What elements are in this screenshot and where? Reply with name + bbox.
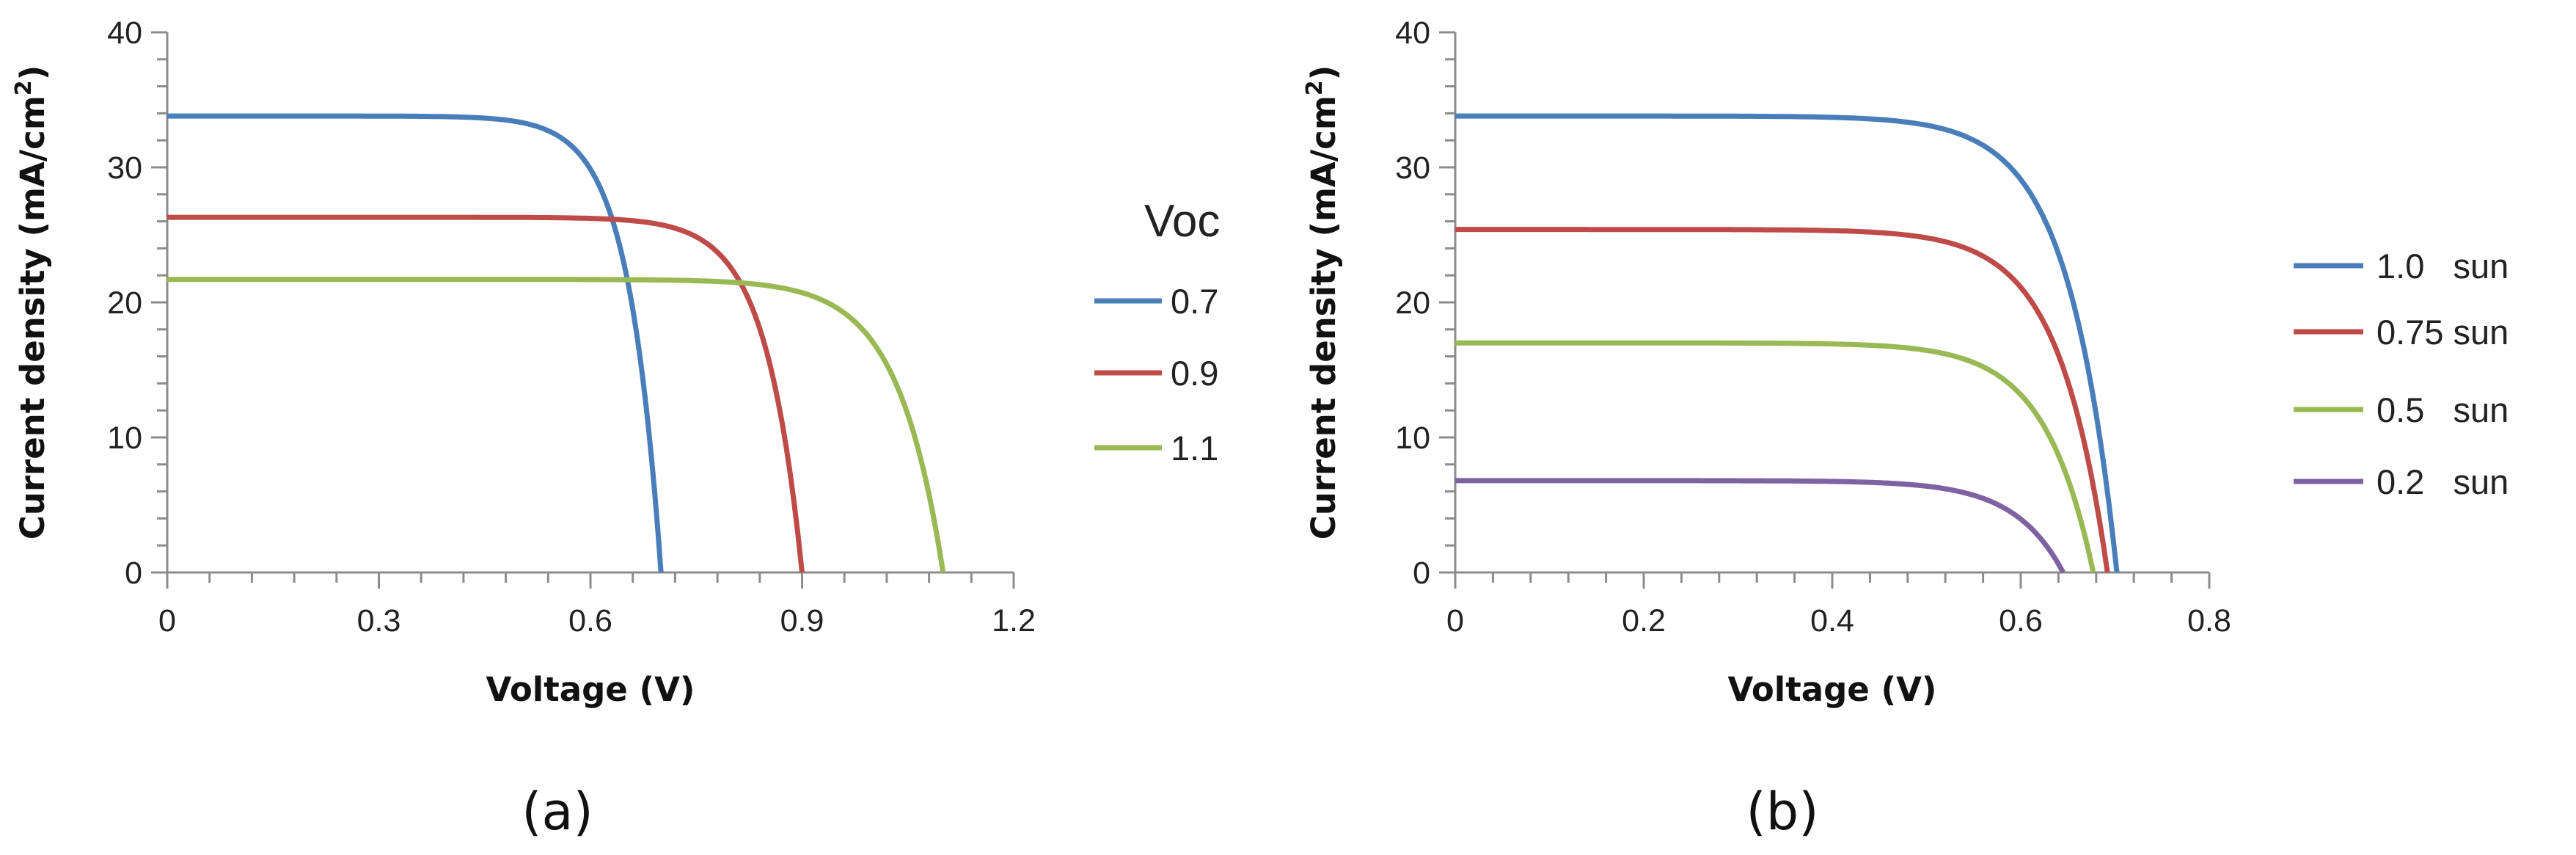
legend-label: 0.9 <box>1171 354 1218 393</box>
y-axis-label-text: Current density (mA/cm <box>13 95 52 539</box>
y-axis-label-close: ) <box>1304 65 1343 81</box>
y-tick-label: 10 <box>107 421 142 456</box>
y-tick-label: 20 <box>107 285 142 321</box>
series-line-0.7 <box>167 113 664 573</box>
y-axis-label-superscript: 2 <box>11 80 37 95</box>
panel-label: (a) <box>522 782 593 842</box>
series-line-1.1 <box>167 277 946 573</box>
series-line-0.75-sun <box>1455 227 2110 573</box>
y-axis-label: Current density (mA/cm2) <box>1302 65 1343 539</box>
y-tick-label: 0 <box>125 556 142 591</box>
x-tick-label: 0.9 <box>780 603 824 638</box>
series-line-0.2-sun <box>1455 478 2065 574</box>
legend-label: 1.1 <box>1171 429 1218 467</box>
chart-b-series <box>1455 113 2120 574</box>
series-line-0.5-sun <box>1455 340 2096 573</box>
legend-label: 1.0 sun <box>2376 247 2509 285</box>
y-tick-label: 30 <box>107 150 142 186</box>
y-tick-label: 40 <box>1395 15 1430 51</box>
chart-a-series <box>167 113 946 573</box>
x-tick-label: 1.2 <box>992 603 1036 638</box>
y-axis-label-close: ) <box>13 65 52 81</box>
x-tick-label: 0.3 <box>357 603 401 638</box>
x-tick-label: 0.6 <box>568 603 612 638</box>
y-tick-label: 40 <box>107 15 142 51</box>
legend-label: 0.7 <box>1171 282 1218 321</box>
x-tick-label: 0 <box>1446 603 1464 638</box>
panel-label: (b) <box>1746 782 1818 842</box>
y-axis-label-text: Current density (mA/cm <box>1304 95 1343 539</box>
y-tick-label: 10 <box>1395 421 1430 456</box>
series-line-0.9 <box>167 214 805 573</box>
chart-b-legend: 1.0 sun 0.75 sun 0.5 sun 0.2 sun <box>2294 247 2509 501</box>
x-tick-label: 0.6 <box>1999 603 2043 638</box>
legend-label: 0.5 sun <box>2376 390 2509 429</box>
y-tick-label: 30 <box>1395 150 1430 186</box>
x-axis-label: Voltage (V) <box>1728 670 1937 709</box>
chart-a-axes: 0 10 20 30 40 0 0.3 0.6 0.9 1.2 Voltage (V) Current… <box>11 15 1036 842</box>
x-tick-label: 0.2 <box>1622 603 1666 638</box>
x-axis-label: Voltage (V) <box>486 670 695 709</box>
y-axis-label-superscript: 2 <box>1302 80 1328 95</box>
chart-b-axes: 0 10 20 30 40 0 0.2 0.4 0.6 0.8 Voltage (V) Current… <box>1302 15 2231 842</box>
y-tick-label: 20 <box>1395 285 1430 321</box>
y-tick-label: 0 <box>1413 556 1430 591</box>
chart-b: 0 10 20 30 40 0 0.2 0.4 0.6 0.8 Voltage (V) Current… <box>1302 15 2509 842</box>
x-tick-label: 0.8 <box>2187 603 2231 638</box>
series-line-1.0-sun <box>1455 113 2120 573</box>
legend-title: Voc <box>1144 196 1220 247</box>
legend-label: 0.2 sun <box>2376 462 2509 501</box>
y-axis-label: Current density (mA/cm2) <box>11 65 52 539</box>
x-tick-label: 0 <box>158 603 176 638</box>
chart-a: 0 10 20 30 40 0 0.3 0.6 0.9 1.2 Voltage (V) Current… <box>11 15 1220 842</box>
x-tick-label: 0.4 <box>1810 603 1854 638</box>
legend-label: 0.75 sun <box>2376 313 2509 352</box>
chart-a-legend: Voc 0.7 0.9 1.1 <box>1094 196 1220 467</box>
